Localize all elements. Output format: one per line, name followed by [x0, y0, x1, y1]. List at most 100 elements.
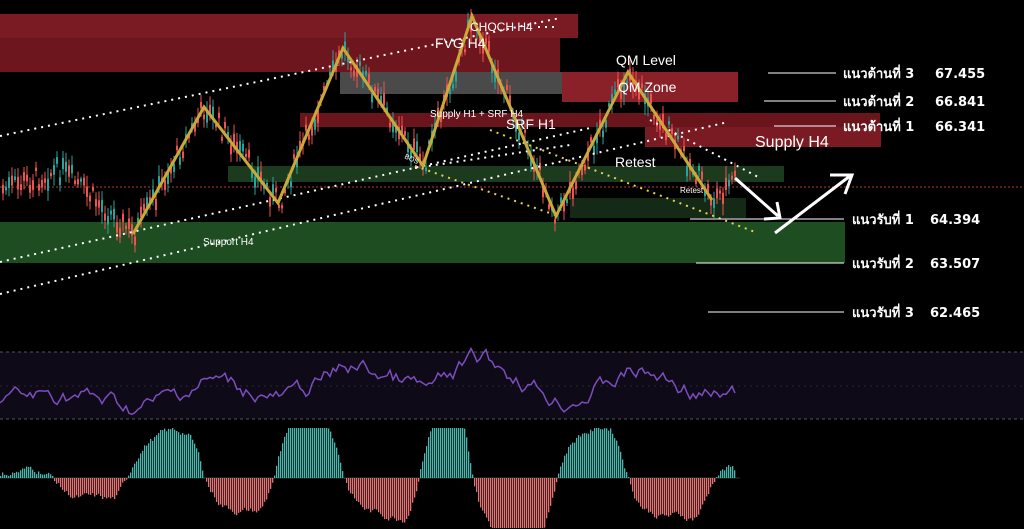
histogram-bar — [370, 478, 372, 513]
candle-body — [686, 165, 688, 177]
candle-body — [29, 184, 31, 193]
candle-body — [2, 184, 4, 194]
histogram-bar — [568, 446, 570, 478]
histogram-bar — [74, 478, 76, 498]
histogram-bar — [526, 478, 528, 528]
histogram-bar — [628, 477, 630, 478]
histogram-bar — [424, 453, 426, 478]
descending-dots-yellow2 — [414, 165, 559, 217]
candle-body — [701, 171, 703, 180]
histogram-bar — [698, 478, 700, 515]
histogram-bar — [386, 478, 388, 519]
candle-body — [710, 197, 712, 206]
candle-body — [596, 132, 598, 144]
histogram-bar — [80, 478, 82, 497]
choch-label: CHOCH H4 — [470, 20, 533, 34]
histogram-bar — [308, 428, 310, 478]
histogram-bar — [720, 470, 722, 478]
histogram-bar — [448, 428, 450, 478]
histogram-bar — [224, 478, 226, 506]
histogram-bar — [364, 478, 366, 510]
histogram-bar — [190, 434, 192, 478]
candle-body — [341, 53, 343, 59]
candle-body — [377, 88, 379, 98]
candle-body — [626, 80, 628, 85]
candle-body — [23, 172, 25, 181]
histogram-bar — [234, 478, 236, 515]
histogram-bar — [706, 478, 708, 497]
candle-body — [620, 86, 622, 99]
histogram-bar — [162, 430, 164, 478]
candle-body — [260, 171, 262, 183]
descending-dots-yellow1 — [489, 129, 756, 233]
candle-body — [182, 151, 184, 159]
histogram-bar — [596, 428, 598, 478]
histogram-bar — [614, 438, 616, 478]
histogram-bar — [700, 478, 702, 510]
histogram-bar — [320, 428, 322, 478]
candle-body — [107, 216, 109, 225]
candle-body — [671, 128, 673, 134]
histogram-bar — [350, 478, 352, 494]
histogram-bar — [342, 471, 344, 478]
candle-body — [20, 184, 22, 191]
histogram-bar — [260, 478, 262, 509]
histogram-bar — [86, 478, 88, 494]
histogram-bar — [674, 478, 676, 513]
candle-body — [719, 190, 721, 194]
candle-body — [257, 167, 259, 180]
candle-body — [452, 84, 454, 89]
histogram-bar — [540, 478, 542, 528]
candle-body — [563, 202, 565, 212]
histogram-bar — [500, 478, 502, 528]
histogram-bar — [90, 478, 92, 495]
histogram-bar — [592, 431, 594, 478]
candle-body — [623, 81, 625, 95]
candle-body — [152, 189, 154, 199]
supply-srf-label: Supply H1 + SRF H4 — [430, 109, 524, 120]
histogram-bar — [302, 428, 304, 478]
histogram-bar — [316, 428, 318, 478]
candle-body — [479, 37, 481, 45]
candle-body — [104, 213, 106, 221]
histogram-bar — [560, 466, 562, 478]
candle-body — [41, 180, 43, 188]
histogram-bar — [580, 436, 582, 478]
histogram-bar — [84, 478, 86, 494]
candle-body — [482, 42, 484, 54]
histogram-bar — [632, 478, 634, 492]
candle-body — [62, 158, 64, 169]
histogram-bar — [692, 478, 694, 521]
histogram-bar — [214, 478, 216, 498]
histogram-bar — [106, 478, 108, 499]
histogram-bars — [0, 428, 736, 528]
histogram-bar — [436, 428, 438, 478]
histogram-bar — [110, 478, 112, 499]
histogram-bar — [442, 428, 444, 478]
histogram-bar — [450, 428, 452, 478]
candle-body — [329, 71, 331, 76]
candle-body — [26, 174, 28, 182]
histogram-bar — [508, 478, 510, 528]
histogram-bar — [42, 474, 44, 478]
candle-body — [383, 92, 385, 106]
candle-body — [401, 125, 403, 135]
histogram-bar — [368, 478, 370, 509]
histogram-bar — [536, 478, 538, 528]
candle-body — [68, 165, 70, 177]
histogram-bar — [476, 478, 478, 492]
histogram-bar — [566, 453, 568, 478]
candle-body — [200, 102, 202, 109]
histogram-bar — [96, 478, 98, 495]
neckline-dots — [414, 144, 571, 169]
histogram-bar — [662, 478, 664, 514]
histogram-bar — [82, 478, 84, 495]
histogram-bar — [374, 478, 376, 509]
histogram-bar — [734, 470, 736, 478]
histogram-bar — [576, 437, 578, 478]
histogram-bar — [128, 475, 130, 478]
histogram-bar — [12, 472, 14, 478]
histogram-bar — [678, 478, 680, 514]
histogram-bar — [652, 478, 654, 514]
histogram-bar — [348, 478, 350, 491]
